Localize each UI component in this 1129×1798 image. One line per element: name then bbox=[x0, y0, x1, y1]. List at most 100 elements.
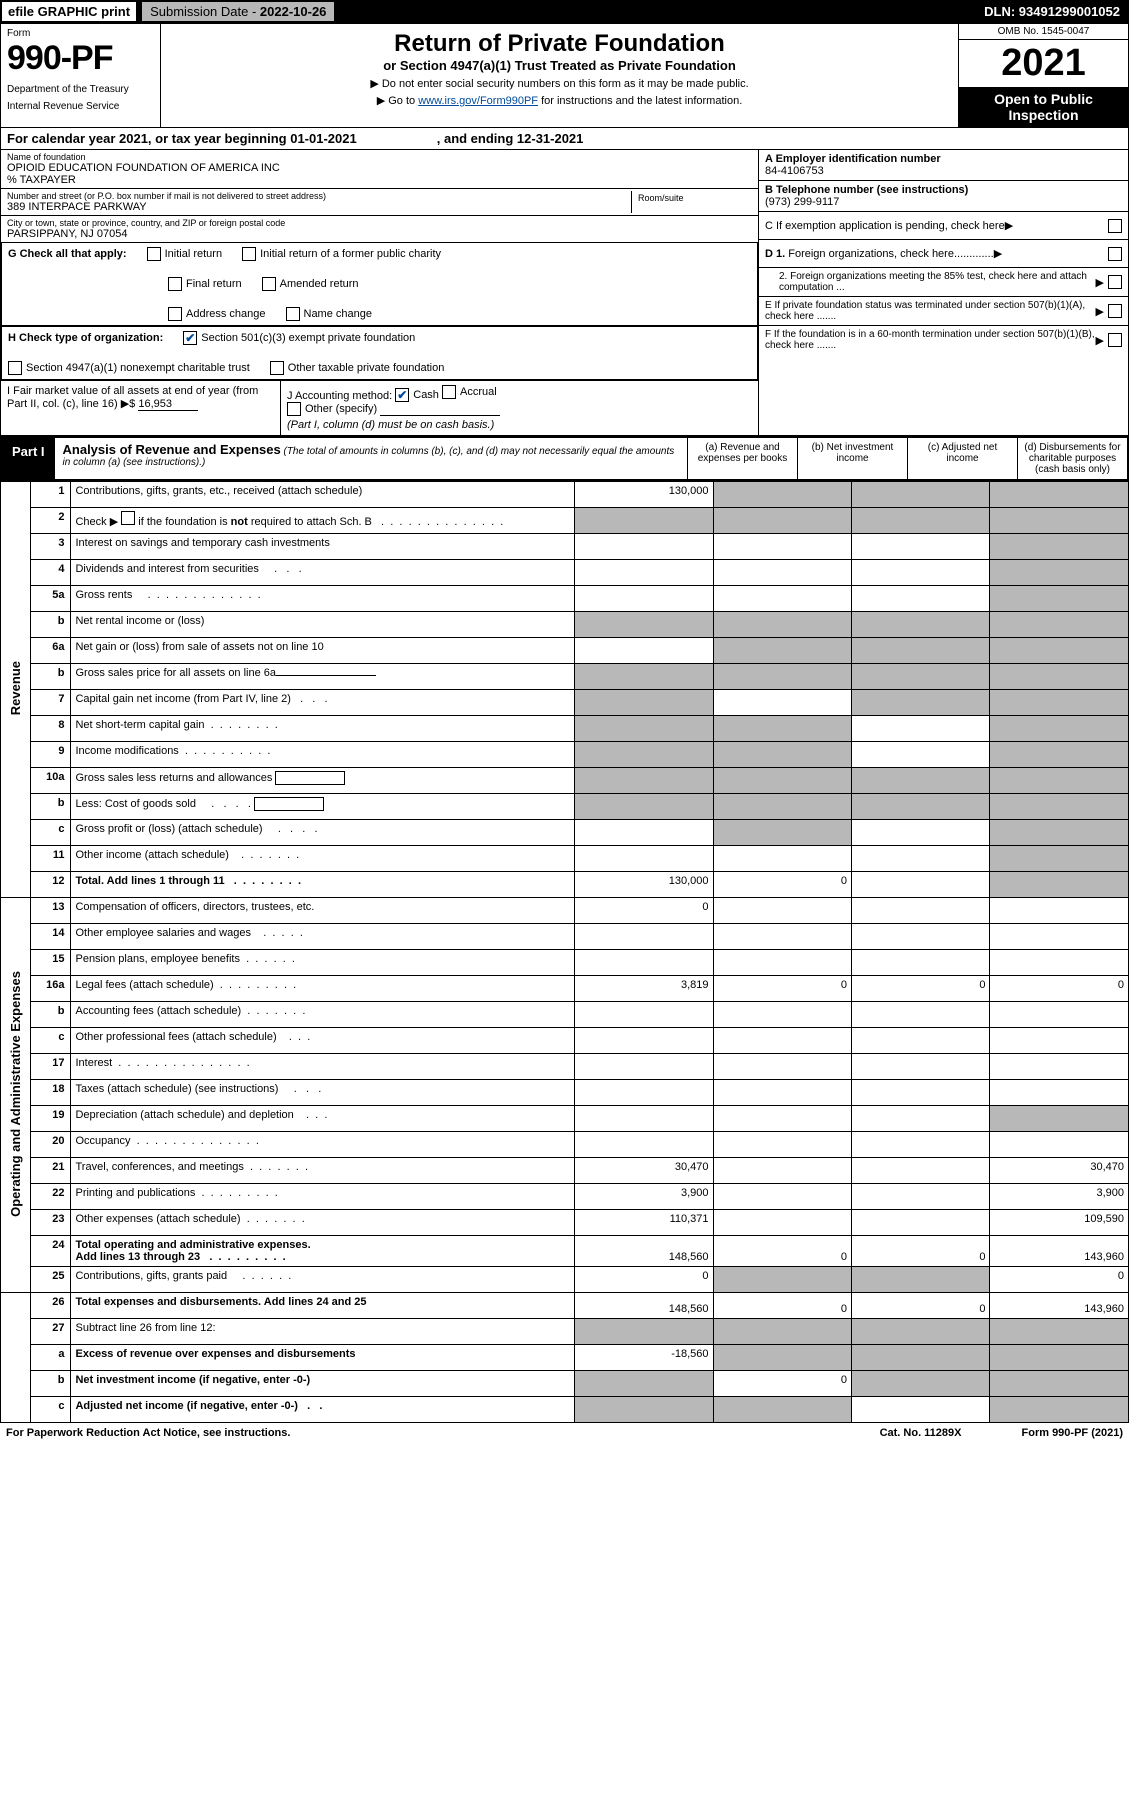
row-20: 20Occupancy . . . . . . . . . . . . . . bbox=[1, 1132, 1129, 1158]
section-j: J Accounting method: ✔Cash Accrual Other… bbox=[281, 381, 758, 435]
part-1-table: Revenue1Contributions, gifts, grants, et… bbox=[0, 481, 1129, 1423]
phone-row: B Telephone number (see instructions) (9… bbox=[759, 181, 1128, 212]
row-15: 15Pension plans, employee benefits . . .… bbox=[1, 950, 1129, 976]
row-6a: 6aNet gain or (loss) from sale of assets… bbox=[1, 638, 1129, 664]
row-8: 8Net short-term capital gain . . . . . .… bbox=[1, 716, 1129, 742]
irs-link[interactable]: www.irs.gov/Form990PF bbox=[418, 95, 538, 107]
section-i-j: I Fair market value of all assets at end… bbox=[1, 380, 758, 435]
row-26: 26Total expenses and disbursements. Add … bbox=[1, 1293, 1129, 1319]
row-17: 17Interest . . . . . . . . . . . . . . . bbox=[1, 1054, 1129, 1080]
row-27: 27Subtract line 26 from line 12: bbox=[1, 1319, 1129, 1345]
section-c: C If exemption application is pending, c… bbox=[759, 212, 1128, 240]
paperwork-notice: For Paperwork Reduction Act Notice, see … bbox=[6, 1427, 290, 1439]
cb-cash[interactable]: ✔Cash bbox=[395, 388, 439, 402]
col-c-hdr: (c) Adjusted net income bbox=[907, 438, 1017, 479]
ein-row: A Employer identification number 84-4106… bbox=[759, 150, 1128, 181]
dln: DLN: 93491299001052 bbox=[976, 2, 1128, 21]
row-16c: cOther professional fees (attach schedul… bbox=[1, 1028, 1129, 1054]
cb-address-change[interactable]: Address change bbox=[168, 307, 266, 321]
row-16a: 16aLegal fees (attach schedule) . . . . … bbox=[1, 976, 1129, 1002]
row-6b: bGross sales price for all assets on lin… bbox=[1, 664, 1129, 690]
efile-label: efile GRAPHIC print bbox=[1, 1, 137, 22]
form-header: Form 990-PF Department of the Treasury I… bbox=[0, 23, 1129, 128]
info-block: Name of foundation OPIOID EDUCATION FOUN… bbox=[0, 150, 1129, 436]
h-label: H Check type of organization: bbox=[8, 332, 163, 344]
part-desc: Analysis of Revenue and Expenses (The to… bbox=[55, 438, 687, 479]
cb-501c3[interactable]: ✔Section 501(c)(3) exempt private founda… bbox=[183, 331, 415, 345]
side-revenue: Revenue bbox=[1, 482, 31, 898]
row-22: 22Printing and publications . . . . . . … bbox=[1, 1184, 1129, 1210]
part-tag: Part I bbox=[2, 438, 55, 479]
section-d2: 2. Foreign organizations meeting the 85%… bbox=[759, 268, 1128, 296]
row-18: 18Taxes (attach schedule) (see instructi… bbox=[1, 1080, 1129, 1106]
section-e: E If private foundation status was termi… bbox=[759, 296, 1128, 326]
fmv-value: 16,953 bbox=[138, 398, 198, 411]
form-number: 990-PF bbox=[7, 39, 154, 78]
cb-60-month[interactable] bbox=[1108, 333, 1122, 347]
section-g: G Check all that apply: Initial return I… bbox=[1, 243, 758, 326]
row-5b: bNet rental income or (loss) bbox=[1, 612, 1129, 638]
form-page-id: Form 990-PF (2021) bbox=[1022, 1427, 1124, 1439]
col-d-hdr: (d) Disbursements for charitable purpose… bbox=[1017, 438, 1127, 479]
open-to-public: Open to Public Inspection bbox=[959, 87, 1128, 127]
row-21: 21Travel, conferences, and meetings . . … bbox=[1, 1158, 1129, 1184]
cb-initial-return[interactable]: Initial return bbox=[147, 247, 222, 261]
section-h: H Check type of organization: ✔Section 5… bbox=[1, 326, 758, 380]
cb-terminated[interactable] bbox=[1108, 304, 1122, 318]
cb-sch-b[interactable] bbox=[121, 511, 135, 525]
row-7: 7Capital gain net income (from Part IV, … bbox=[1, 690, 1129, 716]
cb-other-taxable[interactable]: Other taxable private foundation bbox=[270, 361, 445, 375]
cb-final-return[interactable]: Final return bbox=[168, 277, 242, 291]
part-1-header: Part I Analysis of Revenue and Expenses … bbox=[0, 436, 1129, 481]
cb-accrual[interactable]: Accrual bbox=[442, 385, 497, 399]
section-d1: D 1. D 1. Foreign organizations, check h… bbox=[759, 240, 1128, 268]
row-14: 14Other employee salaries and wages . . … bbox=[1, 924, 1129, 950]
instruction-2: ▶ Go to www.irs.gov/Form990PF for instru… bbox=[171, 94, 948, 107]
instruction-1: ▶ Do not enter social security numbers o… bbox=[171, 77, 948, 90]
row-3: 3Interest on savings and temporary cash … bbox=[1, 534, 1129, 560]
cb-other-method[interactable]: Other (specify) bbox=[287, 402, 377, 416]
cb-foreign-85[interactable] bbox=[1108, 275, 1122, 289]
city-row: City or town, state or province, country… bbox=[1, 216, 758, 243]
cb-initial-former[interactable]: Initial return of a former public charit… bbox=[242, 247, 441, 261]
dept-treasury: Department of the Treasury bbox=[7, 84, 154, 95]
row-19: 19Depreciation (attach schedule) and dep… bbox=[1, 1106, 1129, 1132]
row-2: 2Check ▶ if the foundation is not requir… bbox=[1, 508, 1129, 534]
cb-exemption-pending[interactable] bbox=[1108, 219, 1122, 233]
col-a-hdr: (a) Revenue and expenses per books bbox=[687, 438, 797, 479]
cal-end: , and ending 12-31-2021 bbox=[437, 131, 584, 146]
section-i: I Fair market value of all assets at end… bbox=[1, 381, 281, 435]
row-10a: 10aGross sales less returns and allowanc… bbox=[1, 768, 1129, 794]
row-1: Revenue1Contributions, gifts, grants, et… bbox=[1, 482, 1129, 508]
top-bar: efile GRAPHIC print Submission Date - 20… bbox=[0, 0, 1129, 23]
row-5a: 5aGross rents . . . . . . . . . . . . . bbox=[1, 586, 1129, 612]
row-24: 24Total operating and administrative exp… bbox=[1, 1236, 1129, 1267]
form-subtitle: or Section 4947(a)(1) Trust Treated as P… bbox=[171, 58, 948, 73]
address-row: Number and street (or P.O. box number if… bbox=[1, 189, 758, 216]
row-10b: bLess: Cost of goods sold . . . . bbox=[1, 794, 1129, 820]
info-left: Name of foundation OPIOID EDUCATION FOUN… bbox=[1, 150, 758, 435]
row-13: Operating and Administrative Expenses13C… bbox=[1, 898, 1129, 924]
page-footer: For Paperwork Reduction Act Notice, see … bbox=[0, 1423, 1129, 1443]
header-center: Return of Private Foundation or Section … bbox=[161, 24, 958, 127]
submission-date: Submission Date - 2022-10-26 bbox=[141, 1, 335, 22]
row-9: 9Income modifications . . . . . . . . . … bbox=[1, 742, 1129, 768]
cb-amended-return[interactable]: Amended return bbox=[262, 277, 359, 291]
section-f: F If the foundation is in a 60-month ter… bbox=[759, 326, 1128, 354]
calendar-year-row: For calendar year 2021, or tax year begi… bbox=[0, 128, 1129, 150]
g-label: G Check all that apply: bbox=[8, 248, 127, 260]
row-16b: bAccounting fees (attach schedule) . . .… bbox=[1, 1002, 1129, 1028]
cb-foreign-org[interactable] bbox=[1108, 247, 1122, 261]
row-27b: bNet investment income (if negative, ent… bbox=[1, 1371, 1129, 1397]
cal-begin: For calendar year 2021, or tax year begi… bbox=[7, 131, 357, 146]
row-10c: cGross profit or (loss) (attach schedule… bbox=[1, 820, 1129, 846]
cb-4947a1[interactable]: Section 4947(a)(1) nonexempt charitable … bbox=[8, 361, 250, 375]
row-25: 25Contributions, gifts, grants paid . . … bbox=[1, 1267, 1129, 1293]
tax-year: 2021 bbox=[959, 40, 1128, 87]
row-12: 12Total. Add lines 1 through 11 . . . . … bbox=[1, 872, 1129, 898]
omb-number: OMB No. 1545-0047 bbox=[959, 24, 1128, 40]
cb-name-change[interactable]: Name change bbox=[286, 307, 373, 321]
info-right: A Employer identification number 84-4106… bbox=[758, 150, 1128, 435]
col-b-hdr: (b) Net investment income bbox=[797, 438, 907, 479]
form-label: Form bbox=[7, 28, 154, 39]
